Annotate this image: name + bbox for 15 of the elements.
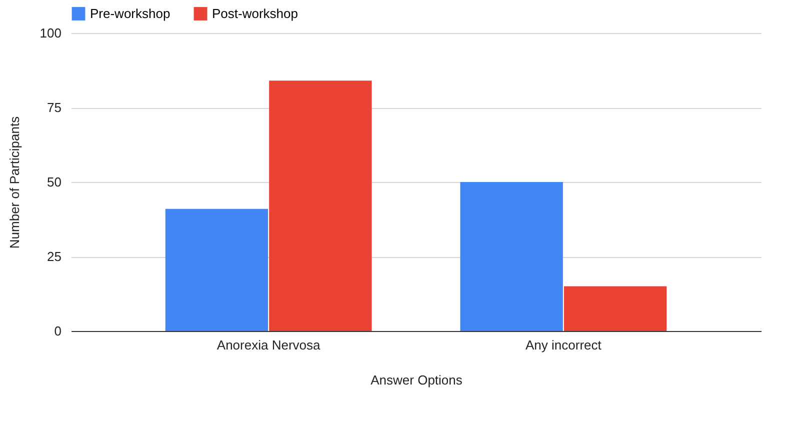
y-axis-title: Number of Participants <box>6 116 22 249</box>
y-tick-label: 100 <box>40 26 62 40</box>
y-tick-label: 50 <box>47 174 62 190</box>
x-tick-label: Any incorrect <box>526 338 602 352</box>
legend-label: Post-workshop <box>212 6 298 21</box>
y-tick-label: 25 <box>47 249 62 264</box>
bar <box>269 80 372 331</box>
y-tick-label: 0 <box>54 324 62 338</box>
bar <box>165 208 268 331</box>
bar <box>564 286 667 331</box>
bar <box>460 182 563 331</box>
x-tick-label: Anorexia Nervosa <box>216 338 321 352</box>
y-tick-label: 75 <box>47 100 62 115</box>
x-axis-title: Answer Options <box>370 372 463 388</box>
legend-label: Pre-workshop <box>90 6 170 21</box>
